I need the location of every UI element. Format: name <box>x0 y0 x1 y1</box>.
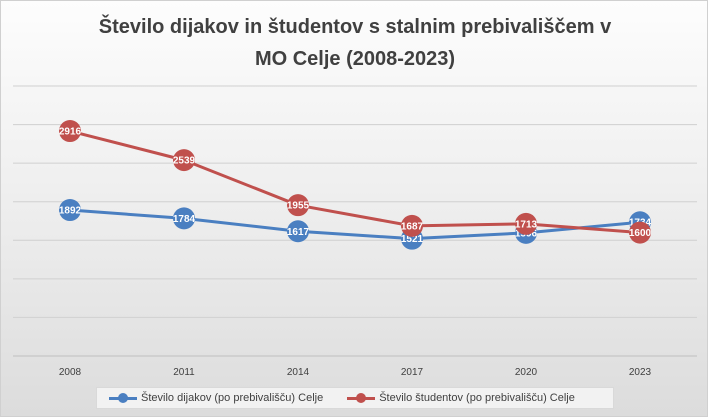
legend-swatch-dijaki <box>109 393 137 403</box>
data-label-1: 1600 <box>629 228 652 239</box>
x-tick-label: 2014 <box>287 367 310 378</box>
x-tick-label: 2011 <box>173 367 195 378</box>
series-line-1 <box>69 129 641 235</box>
data-point-1 <box>287 194 309 217</box>
data-point-1 <box>173 149 195 172</box>
data-label-0: 1892 <box>59 206 82 217</box>
data-label-1: 1955 <box>287 201 310 212</box>
x-tick-label: 2023 <box>629 367 652 378</box>
chart-title: Število dijakov in študentov s stalnim p… <box>98 16 612 70</box>
data-label-1: 1687 <box>401 221 424 232</box>
legend: Število dijakov (po prebivališču) Celje … <box>96 387 614 409</box>
data-point-1 <box>515 212 537 235</box>
data-point-0 <box>173 207 195 230</box>
series-line-0 <box>69 208 641 241</box>
data-point-1 <box>629 221 651 244</box>
data-point-0 <box>59 199 81 222</box>
data-point-1 <box>59 120 81 143</box>
legend-item-dijaki: Število dijakov (po prebivališču) Celje <box>109 392 323 404</box>
data-label-1: 2916 <box>59 127 82 138</box>
data-label-0: 1784 <box>173 214 196 225</box>
data-point-0 <box>287 220 309 243</box>
x-tick-label: 2017 <box>401 367 424 378</box>
data-label-0: 1521 <box>401 234 424 245</box>
legend-item-studenti: Število študentov (po prebivališču) Celj… <box>347 392 575 404</box>
data-label-1: 2539 <box>173 156 196 167</box>
data-label-1: 1713 <box>515 219 538 230</box>
data-point-1 <box>401 214 423 237</box>
legend-label-dijaki: Število dijakov (po prebivališču) Celje <box>141 392 324 404</box>
data-label-0: 1617 <box>287 227 310 238</box>
legend-swatch-studenti <box>347 393 376 403</box>
x-tick-label: 2020 <box>515 367 538 378</box>
x-tick-label: 2008 <box>59 367 82 378</box>
legend-label-studenti: Število študentov (po prebivališču) Celj… <box>379 392 575 404</box>
